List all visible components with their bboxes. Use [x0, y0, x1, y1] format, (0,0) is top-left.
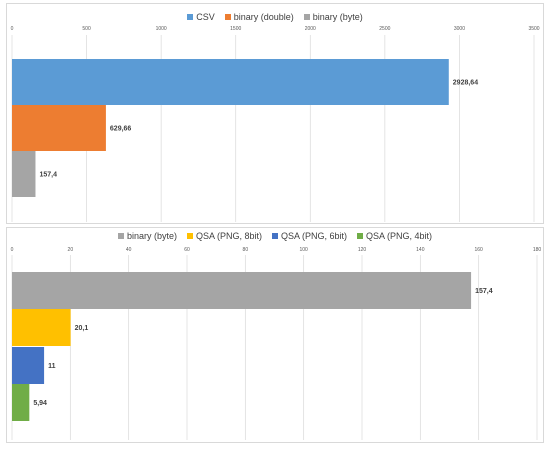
- x-tick-label: 180: [533, 247, 542, 253]
- data-label: 2928,64: [453, 80, 478, 87]
- legend-item: binary (byte): [117, 231, 177, 241]
- bar-chart-svg: 0 500 1000 1500 2000 2500 3000 3500 2928,64 629,6…: [11, 26, 540, 222]
- legend-swatch: [357, 233, 364, 239]
- legend-label: QSA (PNG, 6bit): [281, 231, 348, 241]
- chart-panel-compressed-formats: binary (byte) QSA (PNG, 8bit) QSA (PNG, 6b…: [6, 227, 544, 443]
- legend-label: binary (byte): [126, 231, 177, 241]
- legend-item: binary (double): [224, 12, 294, 22]
- x-tick-label: 40: [126, 247, 132, 253]
- legend-swatch: [187, 14, 194, 20]
- x-tick-label: 140: [416, 247, 425, 253]
- legend-label: QSA (PNG, 4bit): [366, 231, 433, 241]
- legend-label: CSV: [196, 12, 215, 22]
- legend-swatch: [117, 233, 124, 239]
- legend-item: QSA (PNG, 8bit): [186, 231, 262, 241]
- bar: [12, 151, 36, 197]
- x-tick-label: 160: [474, 247, 483, 253]
- x-tick-label: 80: [243, 247, 249, 253]
- data-label: 20,1: [75, 325, 89, 332]
- legend-swatch: [224, 14, 231, 20]
- chart-legend: CSV binary (double) binary (byte): [7, 12, 543, 22]
- x-tick-label: 0: [11, 247, 14, 253]
- x-tick-label: 3000: [454, 26, 465, 32]
- bar: [12, 59, 449, 105]
- data-label: 157,4: [475, 288, 493, 295]
- legend-swatch: [186, 233, 193, 239]
- bar: [12, 272, 472, 309]
- legend-swatch: [272, 233, 278, 239]
- bar-chart-svg: 0 20 40 60 80 100 120 140 160 180 157,4 20,1 11 5,94: [11, 247, 542, 440]
- bar: [12, 384, 30, 421]
- x-tick-label: 2500: [379, 26, 390, 32]
- x-tick-label: 120: [358, 247, 367, 253]
- chart-panel-file-size-formats: CSV binary (double) binary (byte) 0 500 1000…: [6, 3, 544, 224]
- legend-label: binary (byte): [312, 12, 363, 22]
- data-label: 157,4: [39, 172, 57, 179]
- x-tick-label: 3500: [528, 26, 539, 32]
- x-tick-label: 100: [299, 247, 308, 253]
- chart-legend: binary (byte) QSA (PNG, 8bit) QSA (PNG, 6b…: [7, 231, 543, 241]
- legend-label: QSA (PNG, 8bit): [195, 231, 262, 241]
- bar: [12, 347, 45, 384]
- x-tick-label: 0: [11, 26, 14, 32]
- x-tick-label: 2000: [305, 26, 316, 32]
- legend-item: QSA (PNG, 4bit): [357, 231, 432, 241]
- bar: [12, 105, 106, 151]
- legend-label: binary (double): [233, 12, 294, 22]
- data-label: 11: [48, 363, 56, 370]
- x-tick-label: 1500: [230, 26, 241, 32]
- data-label: 5,94: [33, 400, 47, 407]
- x-tick-label: 60: [184, 247, 190, 253]
- bar: [12, 309, 71, 346]
- x-tick-label: 500: [82, 26, 91, 32]
- x-tick-label: 20: [68, 247, 74, 253]
- x-tick-label: 1000: [156, 26, 167, 32]
- data-label: 629,66: [110, 126, 132, 133]
- legend-item: CSV: [187, 12, 215, 22]
- legend-item: binary (byte): [303, 12, 363, 22]
- legend-swatch: [303, 14, 310, 20]
- legend-item: QSA (PNG, 6bit): [272, 231, 347, 241]
